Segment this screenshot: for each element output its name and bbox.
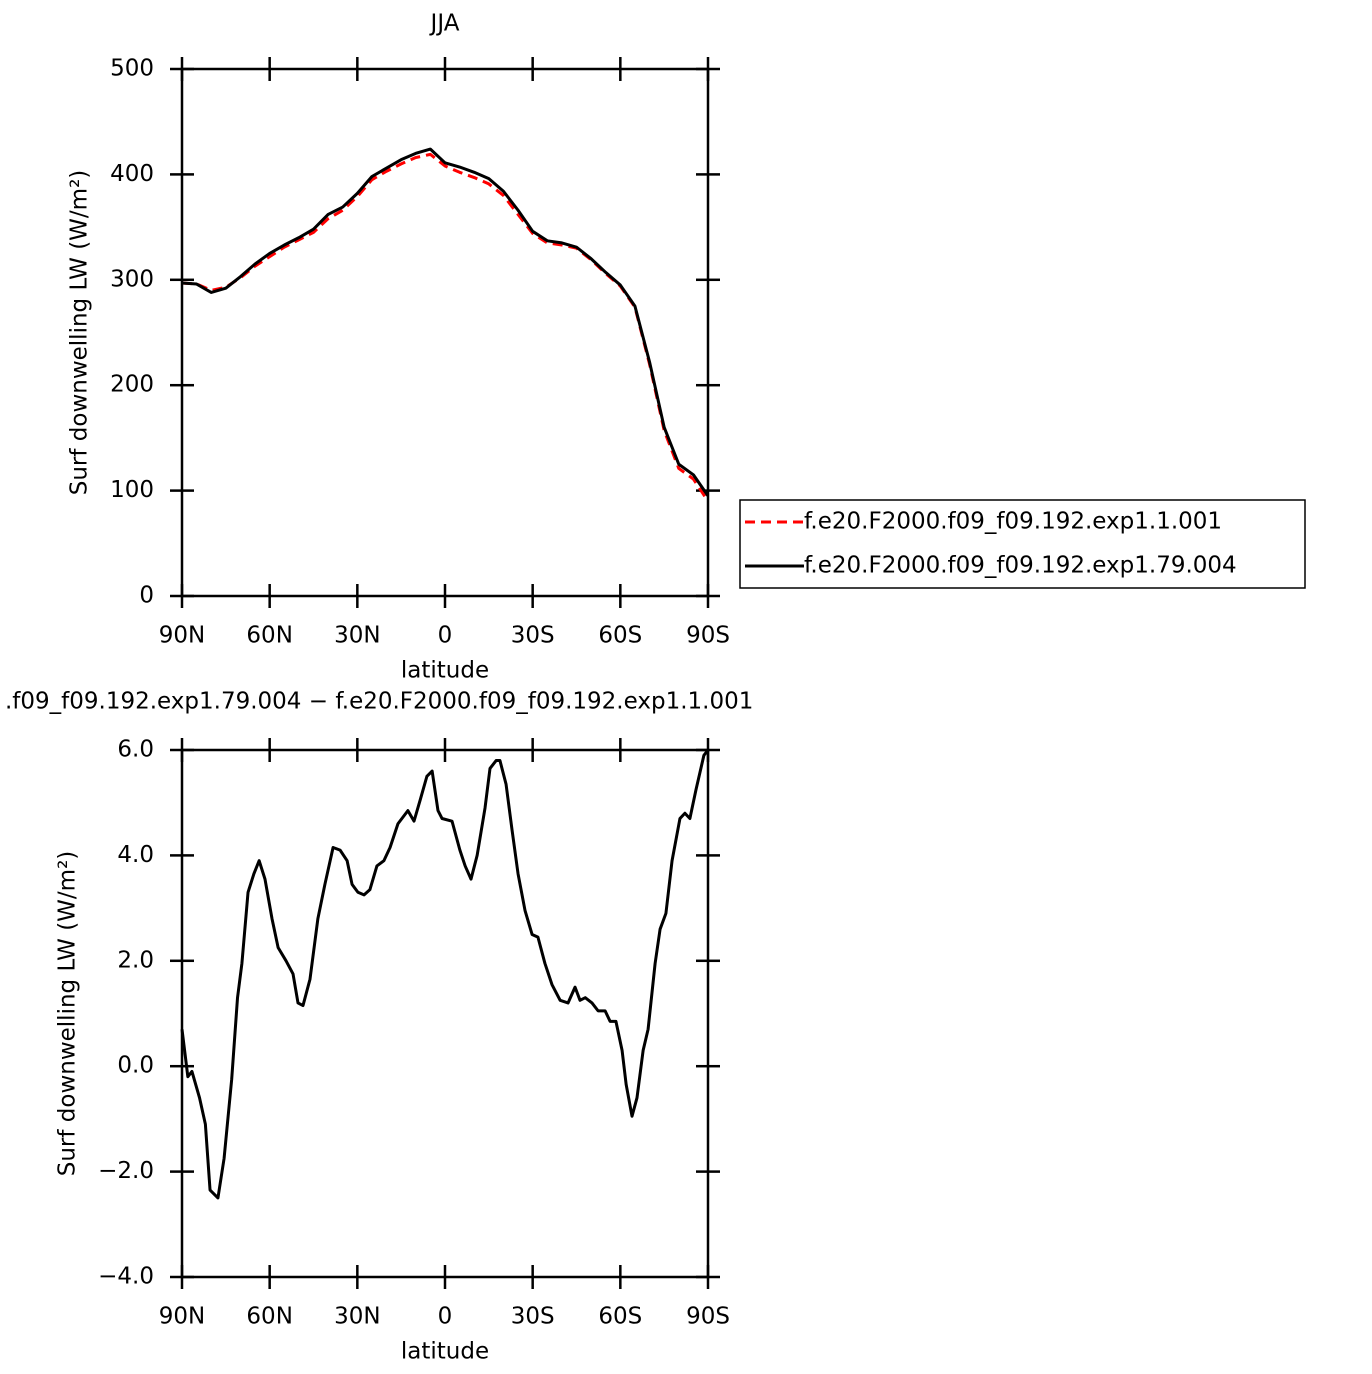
x-tick-label: 30N	[334, 1304, 380, 1330]
x-axis-label: latitude	[401, 658, 489, 684]
x-tick-label: 0	[438, 623, 453, 649]
y-tick-label: 100	[110, 477, 154, 503]
x-tick-label: 30S	[511, 623, 555, 649]
y-tick-label: 300	[110, 266, 154, 292]
x-tick-label: 90S	[686, 623, 730, 649]
data-line	[181, 152, 710, 502]
x-tick-label: 30N	[334, 623, 380, 649]
legend-label: f.e20.F2000.f09_f09.192.exp1.1.001	[804, 509, 1222, 535]
x-tick-label: 60S	[598, 1304, 642, 1330]
x-tick-label: 60S	[598, 623, 642, 649]
x-tick-label: 60N	[246, 1304, 292, 1330]
legend-box	[739, 499, 1306, 589]
x-tick-label: 30S	[511, 1304, 555, 1330]
x-tick-label: 90S	[686, 1304, 730, 1330]
y-axis-label: Surf downwelling LW (W/m²)	[67, 170, 93, 496]
y-tick-label: 500	[110, 56, 154, 82]
plot-frame	[180, 67, 710, 598]
chart-title: JJA	[429, 11, 460, 37]
y-tick-label: −2.0	[98, 1158, 154, 1184]
y-tick-label: 0	[139, 583, 154, 609]
y-tick-label: 400	[110, 161, 154, 187]
data-line	[181, 147, 710, 497]
y-tick-label: 200	[110, 372, 154, 398]
y-tick-label: 4.0	[117, 842, 154, 868]
x-axis-label: latitude	[401, 1339, 489, 1365]
legend-label: f.e20.F2000.f09_f09.192.exp1.79.004	[804, 553, 1237, 579]
y-axis-label: Surf downwelling LW (W/m²)	[55, 851, 81, 1177]
chart-title: .f09_f09.192.exp1.79.004 − f.e20.F2000.f…	[5, 689, 753, 715]
x-tick-label: 60N	[246, 623, 292, 649]
x-tick-label: 90N	[159, 1304, 205, 1330]
y-tick-label: −4.0	[98, 1264, 154, 1290]
plot-frame	[180, 748, 710, 1279]
data-line	[180, 749, 710, 1200]
x-tick-label: 90N	[159, 623, 205, 649]
y-tick-label: 2.0	[117, 947, 154, 973]
x-tick-label: 0	[438, 1304, 453, 1330]
y-tick-label: 0.0	[117, 1053, 154, 1079]
y-tick-label: 6.0	[117, 737, 154, 763]
